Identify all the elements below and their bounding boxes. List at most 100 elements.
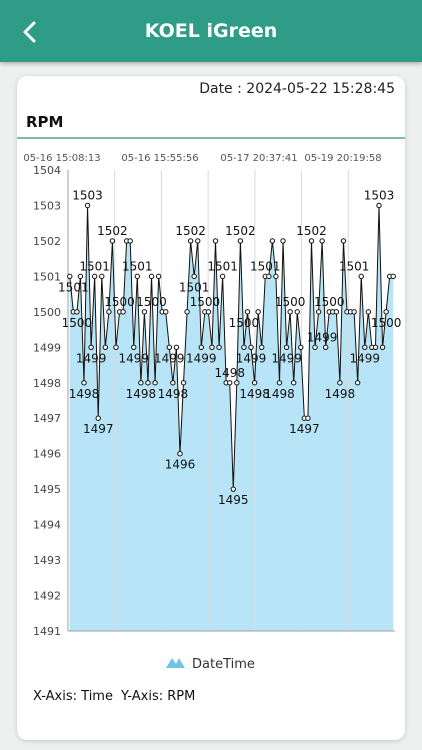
data-point [195,238,201,244]
x-tick-label: 05-19 20:19:58 [304,153,381,164]
y-tick-label: 1494 [33,519,61,532]
data-point [67,273,73,280]
data-point [390,273,396,280]
data-label: 1501 [58,280,89,294]
data-label: 1499 [350,351,381,365]
data-label: 1499 [236,351,267,365]
data-point [173,344,180,351]
data-label: 1496 [165,458,196,472]
data-label: 1499 [271,351,302,365]
data-point [298,344,304,351]
data-point [127,238,133,244]
data-label: 1499 [307,330,338,344]
date-label: Date : [199,81,247,97]
data-point [131,344,137,351]
data-point [280,238,286,244]
data-label: 1503 [364,188,395,202]
data-point [163,309,169,315]
axis-caption: X-Axis: Time Y-Axis: RPM [33,689,195,704]
data-point [372,344,379,351]
data-point [379,344,386,351]
data-point [91,273,98,280]
data-point [141,309,148,315]
data-point [145,380,151,386]
data-label: 1500 [371,316,402,330]
x-tick-label: 05-16 15:08:13 [23,153,100,164]
data-label: 1498 [239,387,270,401]
data-label: 1498 [126,387,157,401]
data-point [191,273,197,280]
data-point [74,309,80,315]
data-label: 1501 [179,280,210,294]
data-point [337,380,343,386]
y-tick-label: 1491 [33,625,61,638]
data-point [322,344,329,351]
data-point [216,344,222,351]
data-point [283,344,290,351]
chart-card: Date : 2024-05-22 15:28:45 RPM 1504 1503 1… [17,76,405,740]
data-point [266,273,272,280]
data-point [251,380,258,386]
data-point [291,380,297,386]
y-axis-caption: Y-Axis: RPM [120,689,196,704]
data-point [187,238,194,244]
chevron-left-icon [23,21,36,43]
data-point [244,309,251,315]
data-label: 1499 [76,351,107,365]
data-label: 1500 [314,295,345,309]
x-tick-label: 05-17 20:37:41 [220,153,297,164]
data-point [102,344,109,351]
data-label: 1502 [97,224,128,238]
title-divider [17,137,405,139]
y-tick-label: 1503 [33,199,61,212]
data-label: 1499 [186,351,217,365]
data-point [319,238,325,244]
y-tick-label: 1496 [33,448,61,461]
data-point [354,380,361,386]
data-point [365,309,372,315]
data-point [255,309,261,315]
data-point [333,309,340,315]
x-axis-caption: X-Axis: Time [33,689,113,704]
y-tick-label: 1498 [33,377,61,390]
data-label: 1501 [79,259,110,273]
data-label: 1498 [264,387,295,401]
data-point [234,380,240,386]
data-point [340,238,347,244]
data-label: 1497 [83,422,114,436]
data-point [184,309,190,315]
data-point [269,238,276,244]
data-point [376,202,382,209]
data-point [305,415,311,421]
data-point [77,273,84,280]
chart-title: RPM [26,113,64,131]
back-button[interactable] [14,16,46,48]
data-point [99,273,105,280]
data-label: 1500 [190,295,221,309]
series-line [69,205,394,490]
data-label: 1498 [69,387,100,401]
data-point [237,238,244,244]
data-label: 1502 [225,224,256,238]
y-tick-label: 1499 [33,341,61,354]
data-point [113,344,119,351]
data-point [273,273,279,280]
data-point [259,344,265,351]
data-label: 1498 [214,366,245,380]
legend-label: DateTime [192,657,255,672]
data-label: 1500 [136,295,167,309]
data-point [308,238,315,244]
data-point [138,380,144,386]
data-label: 1500 [275,295,306,309]
y-tick-label: 1493 [33,554,61,567]
data-point [155,273,162,280]
data-label: 1498 [158,387,189,401]
data-label: 1503 [72,188,103,202]
y-tick-label: 1504 [33,164,61,177]
y-tick-label: 1501 [33,270,61,283]
data-label: 1502 [175,224,206,238]
data-label: 1501 [122,259,153,273]
data-label: 1498 [325,387,356,401]
data-label: 1500 [229,316,260,330]
data-point [294,309,300,315]
